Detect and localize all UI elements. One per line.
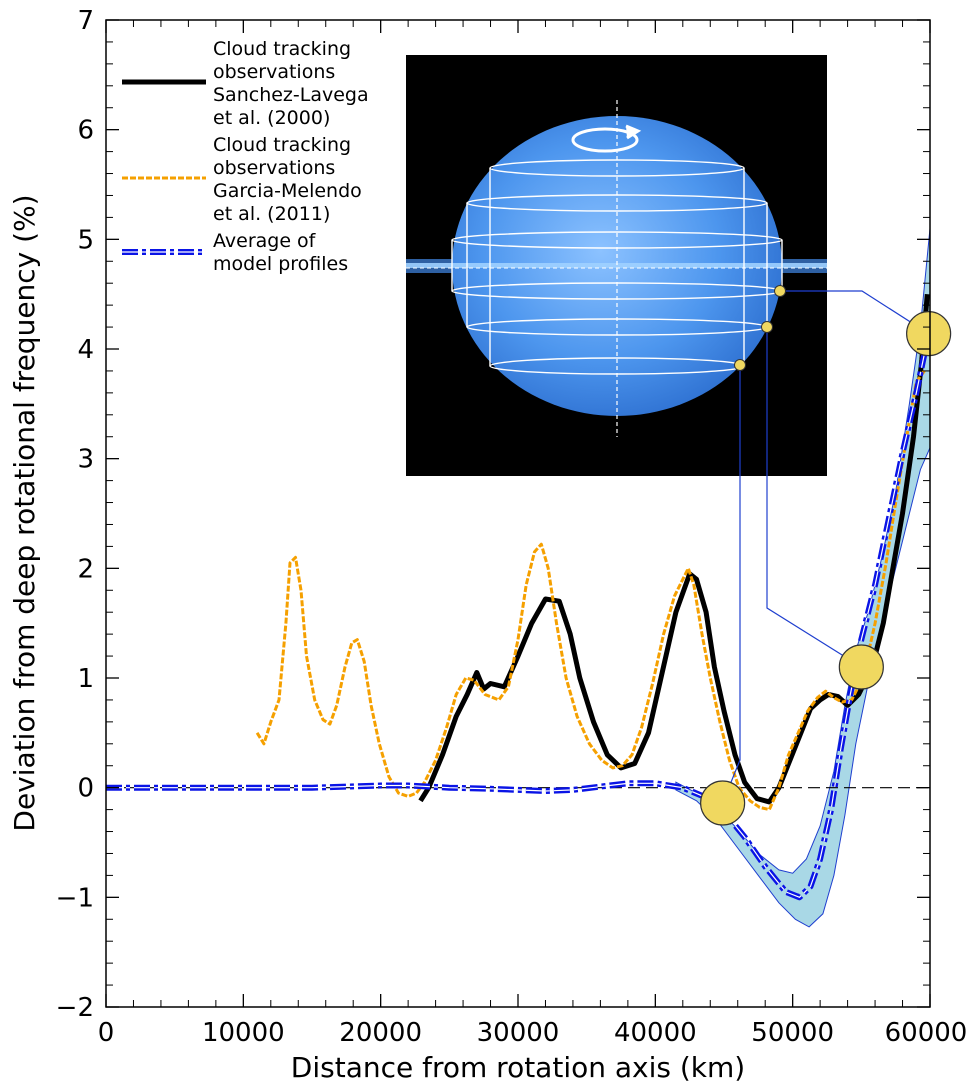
y-tick-label: 0 (77, 774, 94, 804)
x-tick-label: 10000 (202, 1018, 285, 1048)
rotation-arrow-icon (571, 124, 642, 153)
y-tick-label: 7 (77, 6, 94, 36)
chart-marker-1 (700, 780, 746, 826)
chart-marker-3 (906, 311, 952, 357)
legend-label-line: Average of (213, 230, 317, 252)
y-axis-title: Deviation from deep rotational frequency… (8, 194, 41, 831)
y-tick-label: 3 (77, 445, 94, 475)
y-tick-label: 1 (77, 664, 94, 694)
link-line-2 (766, 327, 862, 668)
link-line-3 (780, 290, 929, 335)
x-axis-title: Distance from rotation axis (km) (291, 1051, 745, 1084)
x-tick-label: 30000 (477, 1018, 560, 1048)
x-tick-label: 60000 (885, 1018, 968, 1048)
legend-label-line: observations (213, 61, 335, 83)
inset-marker-dot-3 (774, 285, 786, 297)
y-tick-label: −2 (56, 993, 94, 1023)
legend-label-line: et al. (2011) (213, 203, 330, 225)
y-tick-label: 2 (77, 554, 94, 584)
legend-label-line: Sanchez-Lavega (213, 84, 369, 106)
x-tick-label: 0 (98, 1018, 115, 1048)
inset-marker-dot-2 (761, 321, 773, 333)
x-tick-label: 20000 (339, 1018, 422, 1048)
legend-label-line: model profiles (213, 253, 348, 275)
y-tick-label: 5 (77, 225, 94, 255)
saturn-inset-image (406, 55, 827, 476)
y-tick-label: 4 (77, 335, 94, 365)
y-tick-label: −1 (56, 883, 94, 913)
x-tick-label: 50000 (751, 1018, 834, 1048)
legend-label-line: observations (213, 157, 335, 179)
legend-label-line: Cloud tracking (213, 38, 351, 60)
y-tick-label: 6 (77, 116, 94, 146)
legend-label-line: Cloud tracking (213, 134, 351, 156)
legend: Cloud trackingobservationsSanchez-Lavega… (122, 38, 369, 275)
ring-highlight (406, 263, 827, 268)
x-tick-label: 40000 (614, 1018, 697, 1048)
inset-marker-dot-1 (734, 359, 746, 371)
legend-label-line: Garcia-Melendo (213, 180, 362, 202)
chart-marker-2 (838, 644, 884, 690)
legend-label-line: et al. (2000) (213, 107, 330, 129)
series-line-2 (255, 370, 926, 812)
